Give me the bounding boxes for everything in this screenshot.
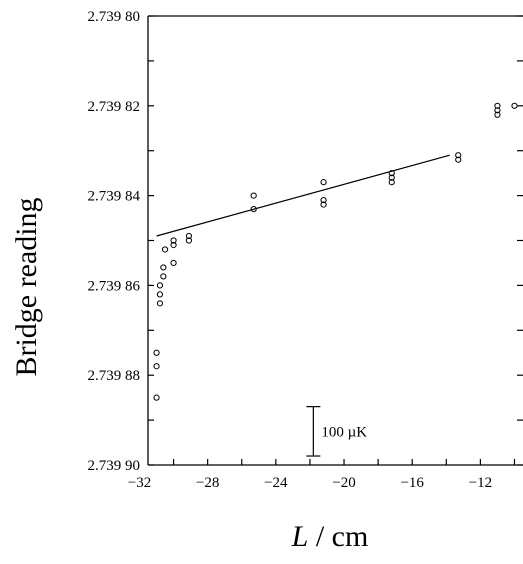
y-tick-label: 2.739 82 <box>88 99 141 115</box>
ticks <box>148 15 523 466</box>
data-point <box>388 179 395 186</box>
fit-line <box>156 154 450 237</box>
data-point <box>494 107 501 114</box>
scale-bar-group: 100 µK <box>306 406 367 457</box>
data-point <box>185 232 193 240</box>
x-tick-label: −32 <box>128 475 151 491</box>
data-points <box>153 102 518 401</box>
x-tick-label: −20 <box>332 475 355 491</box>
data-point <box>170 259 177 267</box>
data-point <box>160 273 167 280</box>
x-axis-title-unit: / cm <box>308 520 368 553</box>
data-point <box>320 201 327 208</box>
data-point <box>170 237 177 244</box>
data-point <box>494 111 501 118</box>
data-point <box>511 102 518 109</box>
x-tick-label: −16 <box>400 475 424 491</box>
x-tick-label: −28 <box>196 475 219 491</box>
data-point <box>250 192 257 199</box>
tick-labels: 2.739 80 2.739 82 2.739 84 2.739 86 2.739 88… <box>88 9 493 491</box>
y-tick-label: 2.739 88 <box>88 368 141 384</box>
data-point <box>161 246 169 253</box>
data-point <box>170 241 177 249</box>
data-point <box>153 349 160 356</box>
data-point <box>388 174 395 181</box>
data-point <box>320 179 327 186</box>
data-point <box>455 156 462 163</box>
x-tick-label: −24 <box>264 475 288 491</box>
fit-line-group <box>156 154 450 237</box>
x-axis-title: L / cm <box>291 520 369 553</box>
y-tick-label: 2.739 80 <box>88 9 141 25</box>
data-point <box>455 152 462 159</box>
data-point <box>160 264 167 271</box>
data-point <box>320 196 327 204</box>
data-point <box>156 282 164 289</box>
scale-bar-label: 100 µK <box>321 424 367 440</box>
y-axis-title: Bridge reading <box>10 197 43 376</box>
data-point <box>494 102 501 109</box>
data-point <box>156 300 164 307</box>
y-tick-label: 2.739 86 <box>88 278 141 294</box>
data-point <box>153 363 160 370</box>
axes <box>147 15 523 466</box>
data-point <box>156 291 164 298</box>
y-tick-label: 2.739 90 <box>88 458 141 474</box>
data-point <box>185 237 193 244</box>
data-point <box>153 394 160 401</box>
x-axis-title-symbol: L <box>291 520 309 553</box>
y-tick-label: 2.739 84 <box>88 189 141 205</box>
x-tick-label: −12 <box>469 475 492 491</box>
